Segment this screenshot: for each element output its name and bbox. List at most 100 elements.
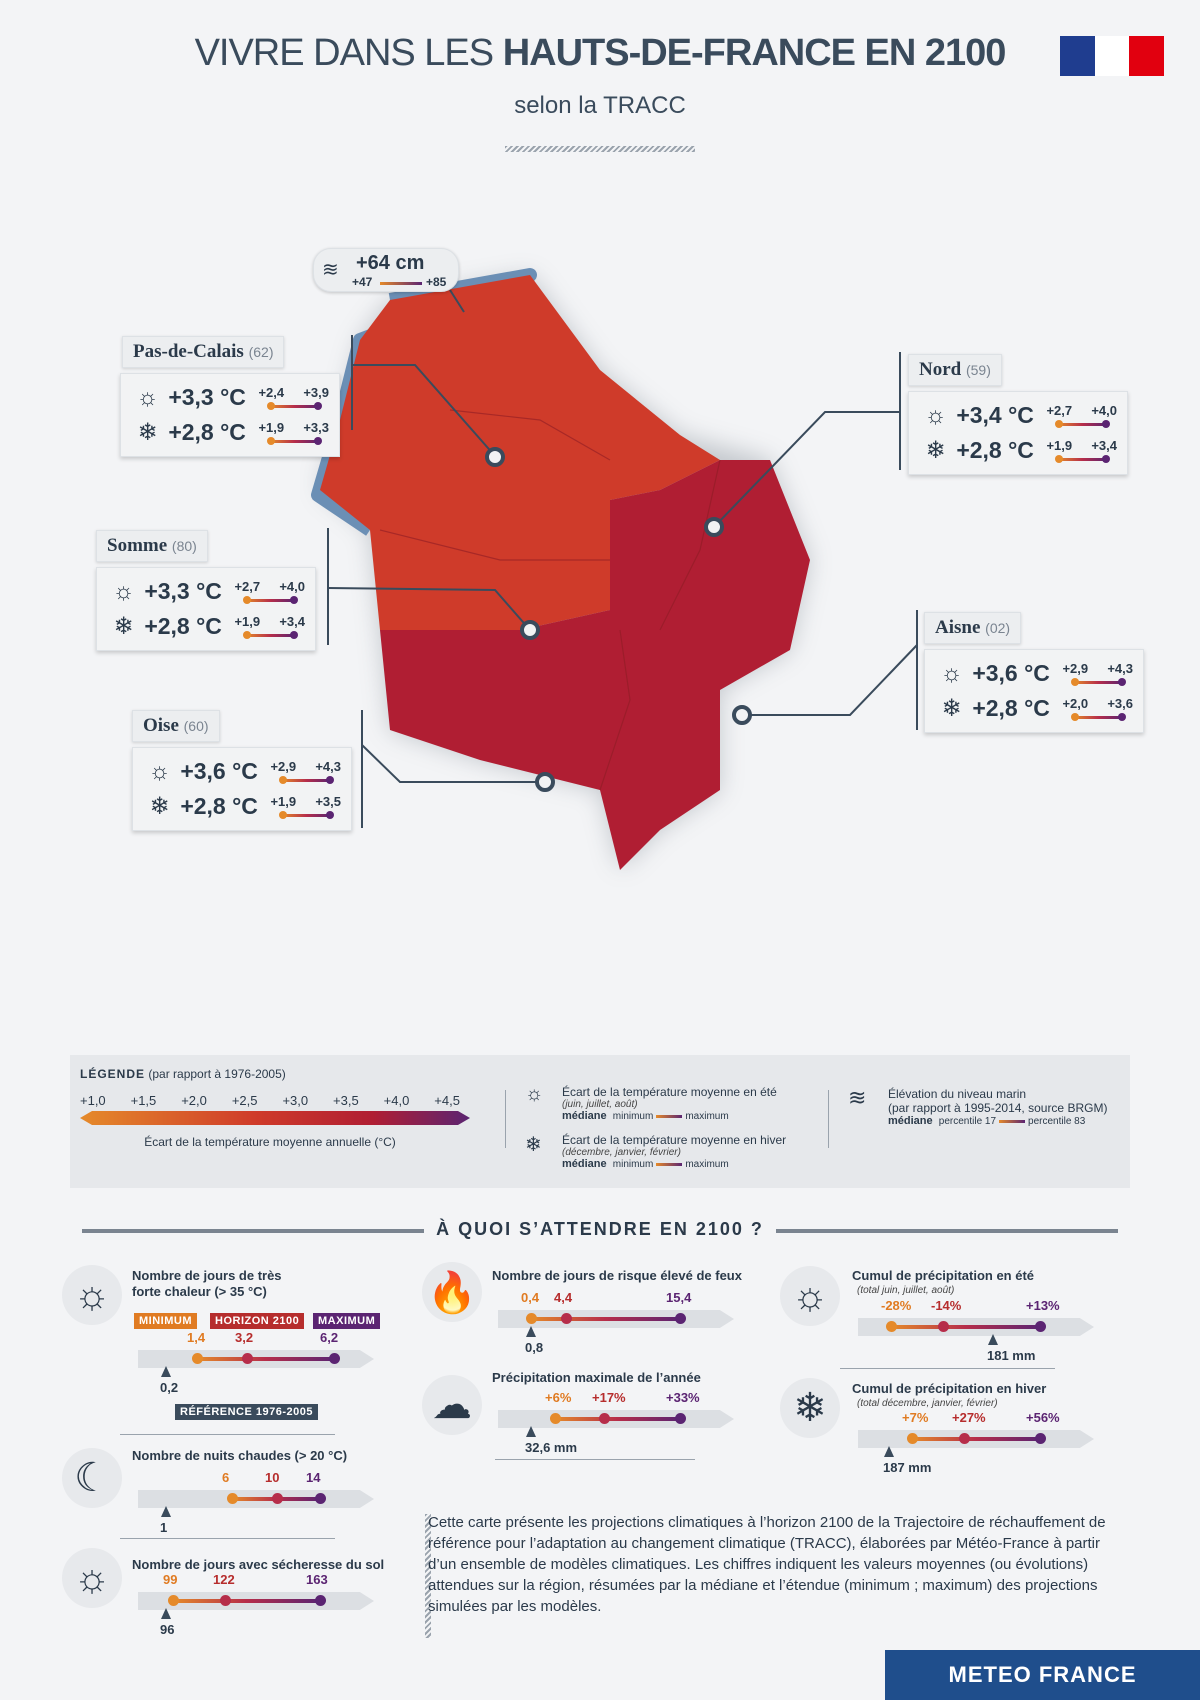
legend-tick: +4,0 bbox=[383, 1093, 410, 1108]
summer-range: +2,7 +4,0 bbox=[1046, 401, 1117, 431]
winter-min: +1,9 bbox=[258, 419, 285, 435]
gauge-median-dot bbox=[959, 1433, 970, 1444]
winter-value: +2,8 °C bbox=[972, 695, 1050, 721]
legend-mediane-3: médiane bbox=[888, 1115, 933, 1127]
sun-dry-soil-icon: ☼ bbox=[62, 1548, 122, 1608]
gauge-median-label: 3,2 bbox=[235, 1330, 254, 1345]
gauge-min-label: +6% bbox=[545, 1390, 572, 1405]
dept-card-somme: ☼ +3,3 °C +2,7 +4,0 ❄ +2,8 °C +1,9 +3,4 bbox=[96, 567, 316, 651]
gauge-min-label: 99 bbox=[163, 1572, 178, 1587]
gauge-ref-label: 187 mm bbox=[883, 1460, 932, 1475]
gauge-max-dot bbox=[675, 1413, 686, 1424]
gauge-median-dot bbox=[220, 1595, 231, 1606]
gauge-winter_precip: +7% +27% +56% 187 mm bbox=[858, 1410, 1094, 1480]
summer-max: +4,3 bbox=[1107, 660, 1133, 676]
tag-reference: RÉFÉRENCE 1976-2005 bbox=[175, 1404, 319, 1420]
summer-min: +2,7 bbox=[234, 578, 261, 594]
legend-winter-title: Écart de la température moyenne en hiver bbox=[562, 1133, 787, 1147]
snowflake-thermometer-icon: ❄ bbox=[149, 793, 170, 820]
winter-range: +1,9 +3,5 bbox=[270, 792, 341, 822]
gauge-ref-mark bbox=[161, 1608, 171, 1619]
moon-thermometer-icon: ☾ bbox=[62, 1448, 122, 1508]
page-title: VIVRE DANS LES HAUTS-DE-FRANCE EN 2100 bbox=[0, 32, 1200, 75]
gauge-max-dot bbox=[315, 1595, 326, 1606]
winter-max: +3,6 bbox=[1107, 695, 1133, 711]
tag-horizon: HORIZON 2100 bbox=[210, 1313, 305, 1329]
legend-title-sub: (par rapport à 1976-2005) bbox=[148, 1067, 286, 1081]
winter-range: +2,0 +3,6 bbox=[1062, 694, 1133, 724]
legend-maximum: maximum bbox=[685, 1111, 729, 1122]
gauge-summer_precip: -28% -14% +13% 181 mm bbox=[858, 1298, 1094, 1368]
summer-value: +3,6 °C bbox=[972, 660, 1050, 686]
legend-p17: percentile 17 bbox=[938, 1116, 997, 1127]
legend-minimum: minimum bbox=[612, 1111, 654, 1122]
snowflake-thermometer-icon: ❄ bbox=[925, 437, 946, 464]
title-bold: HAUTS-DE-FRANCE EN 2100 bbox=[502, 32, 1007, 74]
winter-min: +2,0 bbox=[1062, 695, 1089, 711]
gauge-min-dot bbox=[550, 1413, 561, 1424]
dept-code: (02) bbox=[985, 620, 1011, 636]
summer-min: +2,9 bbox=[1062, 660, 1089, 676]
summer-precip-sub: (total juin, juillet, août) bbox=[857, 1285, 955, 1296]
gauge-median-dot bbox=[242, 1353, 253, 1364]
dept-label: Nord bbox=[919, 359, 962, 380]
gauge-min-label: 0,4 bbox=[521, 1290, 540, 1305]
wave-icon-legend: ≋ bbox=[848, 1085, 867, 1110]
gauge-hot_nights: 6 10 14 1 bbox=[138, 1470, 374, 1540]
gauge-ref-mark bbox=[884, 1446, 894, 1457]
dept-label: Pas-de-Calais bbox=[133, 341, 244, 362]
gauge-max-label: +13% bbox=[1026, 1298, 1060, 1313]
tag-minimum: MINIMUM bbox=[134, 1313, 197, 1329]
gauge-max-dot bbox=[675, 1313, 686, 1324]
dept-label: Oise bbox=[143, 715, 179, 736]
hot-days-title: Nombre de jours de très forte chaleur (> … bbox=[132, 1268, 392, 1300]
description-text: Cette carte présente les projections cli… bbox=[428, 1514, 1106, 1615]
winter-range: +1,9 +3,4 bbox=[1046, 436, 1117, 466]
gauge-min-label: 6 bbox=[222, 1470, 230, 1485]
winter-max: +3,5 bbox=[315, 793, 341, 809]
fire-title: Nombre de jours de risque élevé de feux bbox=[492, 1268, 742, 1283]
winter-max: +3,4 bbox=[279, 613, 305, 629]
rain-cloud-icon: ☁ bbox=[422, 1375, 482, 1435]
divider bbox=[840, 1368, 1055, 1369]
legend-title-main: LÉGENDE bbox=[80, 1067, 146, 1081]
gauge-bar bbox=[891, 1325, 1040, 1329]
divider bbox=[495, 1459, 695, 1460]
gauge-median-label: -14% bbox=[931, 1298, 962, 1313]
winter-max: +3,4 bbox=[1091, 437, 1117, 453]
region-south bbox=[380, 460, 810, 870]
tag-maximum: MAXIMUM bbox=[313, 1313, 381, 1329]
winter-row: ❄ +2,8 °C +2,0 +3,6 bbox=[935, 691, 1133, 726]
sun-thermometer-icon: ☼ bbox=[112, 577, 135, 605]
legend-mediane-2: médiane bbox=[562, 1158, 607, 1170]
gauge-fire: 0,4 4,4 15,4 0,8 bbox=[498, 1290, 734, 1360]
winter-min: +1,9 bbox=[1046, 437, 1073, 453]
legend-scale bbox=[80, 1111, 470, 1125]
legend-sea-sub: (par rapport à 1995-2014, source BRGM) bbox=[888, 1101, 1108, 1115]
summer-row: ☼ +3,3 °C +2,7 +4,0 bbox=[107, 574, 305, 609]
description-accent bbox=[425, 1514, 431, 1638]
gauge-ref-label: 1 bbox=[160, 1520, 168, 1535]
dept-label: Somme bbox=[107, 535, 168, 556]
gauge-max-dot bbox=[1035, 1433, 1046, 1444]
dept-card-nord: ☼ +3,4 °C +2,7 +4,0 ❄ +2,8 °C +1,9 +3,4 bbox=[908, 391, 1128, 475]
gauge-ref-mark bbox=[988, 1334, 998, 1345]
gauge-ref-label: 96 bbox=[160, 1622, 175, 1637]
legend-sea-key: médiane percentile 17 percentile 83 bbox=[888, 1115, 1128, 1127]
fire-icon: 🔥 bbox=[422, 1262, 482, 1322]
dept-name-nord: Nord (59) bbox=[908, 354, 1002, 386]
hot-days-title-line1: Nombre de jours de très bbox=[132, 1268, 282, 1283]
dept-card-oise: ☼ +3,6 °C +2,9 +4,3 ❄ +2,8 °C +1,9 +3,5 bbox=[132, 747, 352, 831]
dept-code: (59) bbox=[965, 362, 991, 378]
section-title: À QUOI S’ATTENDRE EN 2100 ? bbox=[0, 1219, 1200, 1240]
winter-value: +2,8 °C bbox=[956, 437, 1034, 463]
legend-maximum-2: maximum bbox=[685, 1159, 729, 1170]
sun-thermometer-icon: ☼ bbox=[924, 401, 947, 429]
gauge-bar bbox=[912, 1437, 1040, 1441]
gauge-bar bbox=[555, 1417, 680, 1421]
legend-tick: +3,5 bbox=[333, 1093, 359, 1108]
winter-range: +1,9 +3,4 bbox=[234, 612, 305, 642]
winter-row: ❄ +2,8 °C +1,9 +3,5 bbox=[143, 789, 341, 824]
legend-scale-caption: Écart de la température moyenne annuelle… bbox=[144, 1135, 396, 1149]
summer-min: +2,4 bbox=[258, 384, 285, 400]
